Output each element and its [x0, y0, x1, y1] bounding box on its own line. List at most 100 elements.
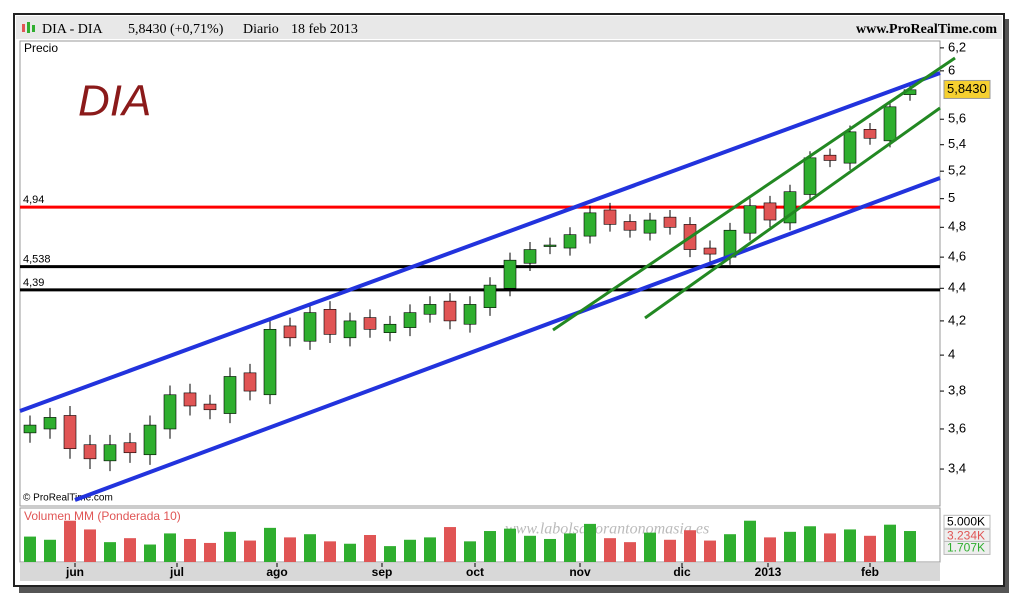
- y-tick-label: 3,6: [948, 420, 966, 435]
- y-tick-label: 5,2: [948, 163, 966, 178]
- volume-bar: [244, 540, 256, 562]
- volume-bar: [344, 543, 356, 562]
- candle-body: [423, 304, 437, 315]
- volume-title: Volumen MM (Ponderada 10): [24, 509, 181, 523]
- last-price-box: [943, 79, 991, 99]
- candle-body: [23, 424, 37, 434]
- volume-bar: [324, 541, 336, 562]
- volume-bar: [144, 544, 156, 562]
- candle-body: [183, 392, 197, 407]
- volume-bar: [904, 531, 916, 562]
- candle-body: [83, 444, 97, 460]
- candle-body: [403, 312, 417, 328]
- volume-bar: [644, 532, 656, 562]
- candle-body: [803, 157, 817, 195]
- volume-bar: [224, 531, 236, 562]
- volume-bar: [784, 531, 796, 562]
- trend-line: [19, 71, 941, 413]
- volume-bar: [524, 535, 536, 562]
- volume-bar: [884, 524, 896, 562]
- candle-body: [623, 221, 637, 231]
- y-tick-label: 4,6: [948, 249, 966, 264]
- volume-bar: [684, 530, 696, 562]
- candle-body: [123, 442, 137, 454]
- candle-body: [743, 205, 757, 234]
- x-tick-label: ago: [266, 565, 287, 579]
- copyright: © ProRealTime.com: [23, 493, 113, 504]
- y-tick-label: 3,8: [948, 383, 966, 398]
- candle-body: [863, 129, 877, 139]
- y-tick-label: 6,2: [948, 39, 966, 54]
- volume-bar: [704, 540, 716, 562]
- candle-body: [143, 424, 157, 456]
- volume-bar: [304, 534, 316, 562]
- volume-tick-label: 1.707K: [947, 541, 985, 555]
- level-label: 4,94: [23, 194, 44, 206]
- candle-body: [283, 325, 297, 339]
- price-panel: [19, 40, 941, 507]
- candle-body: [203, 403, 217, 411]
- candle-body: [383, 323, 397, 333]
- volume-bar: [264, 527, 276, 562]
- x-tick-label: nov: [569, 565, 591, 579]
- volume-bar: [564, 533, 576, 562]
- candle-body: [363, 317, 377, 330]
- volume-bar: [44, 539, 56, 562]
- level-label: 4,39: [23, 277, 44, 289]
- volume-bar: [84, 529, 96, 562]
- candle-body: [763, 202, 777, 221]
- candle-body: [663, 216, 677, 228]
- candle-body: [503, 259, 517, 289]
- volume-bar: [584, 523, 596, 562]
- period: Diario: [243, 22, 279, 37]
- volume-bar: [204, 542, 216, 562]
- quote: 5,8430 (+0,71%): [128, 22, 224, 37]
- candle-body: [603, 209, 617, 225]
- watermark: www.labolsaporantonomasia.es: [505, 521, 709, 538]
- volume-bar: [184, 538, 196, 562]
- x-tick-label: oct: [466, 565, 484, 579]
- volume-bar: [604, 538, 616, 562]
- volume-bar: [464, 541, 476, 562]
- volume-tick-label: 5.000K: [947, 514, 985, 528]
- y-tick-label: 4,8: [948, 219, 966, 234]
- volume-bar: [284, 537, 296, 562]
- candle-body: [163, 394, 177, 430]
- candle-body: [343, 320, 357, 339]
- axis-label: Precio: [24, 41, 58, 55]
- volume-bar: [404, 539, 416, 562]
- header-bar: [16, 16, 1002, 39]
- volume-bar: [484, 531, 496, 562]
- candle-body: [823, 154, 837, 161]
- candle-body: [223, 376, 237, 414]
- candle-body: [703, 247, 717, 255]
- x-tick-label: jun: [65, 565, 84, 579]
- y-tick-label: 4,2: [948, 312, 966, 327]
- trend-lines: [19, 56, 956, 502]
- y-tick-label: 6: [948, 62, 955, 77]
- trend-line: [74, 176, 941, 502]
- volume-bar: [864, 535, 876, 562]
- x-tick-label: 2013: [755, 565, 782, 579]
- volume-bar: [744, 520, 756, 562]
- volume-bar: [724, 534, 736, 562]
- volume-bar: [164, 533, 176, 562]
- volume-bar: [124, 538, 136, 562]
- trend-line: [644, 106, 941, 320]
- candle-body: [303, 312, 317, 342]
- volume-bar: [764, 537, 776, 562]
- chart-title: DIA: [78, 77, 151, 126]
- level-label: 4,538: [23, 254, 51, 266]
- y-tick-label: 4,4: [948, 280, 966, 295]
- last-price-label: 5,8430: [947, 81, 987, 96]
- volume-bar: [104, 542, 116, 562]
- candle-body: [563, 234, 577, 249]
- site: www.ProRealTime.com: [856, 22, 997, 37]
- candle-body: [883, 106, 897, 142]
- candle-body: [243, 372, 257, 392]
- volume-bar: [424, 537, 436, 562]
- candle-body: [843, 131, 857, 164]
- y-tick-label: 5,4: [948, 136, 966, 151]
- y-tick-label: 4: [948, 347, 955, 362]
